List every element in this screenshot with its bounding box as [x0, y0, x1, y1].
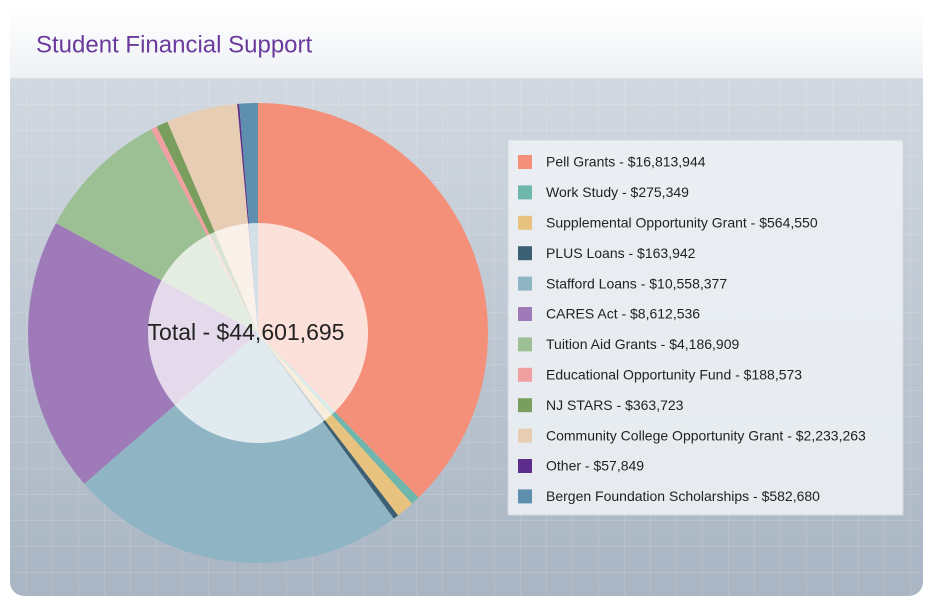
legend-label: Work Study - $275,349 [546, 184, 689, 200]
legend-label: Supplemental Opportunity Grant - $564,55… [546, 215, 818, 231]
pie-slice [28, 223, 259, 484]
legend-swatch [518, 337, 532, 352]
legend-swatch [518, 367, 532, 382]
legend-label: NJ STARS - $363,723 [546, 397, 684, 413]
legend-swatch [518, 185, 532, 200]
donut-center [148, 223, 368, 443]
chart-title: Student Financial Support [36, 31, 313, 58]
legend-label: Community College Opportunity Grant - $2… [546, 427, 866, 443]
legend-swatch [518, 307, 532, 321]
legend-label: Bergen Foundation Scholarships - $582,68… [546, 488, 820, 504]
pie-slice [258, 103, 488, 498]
legend-swatch [518, 215, 532, 230]
legend-swatch [518, 428, 532, 443]
pie-slice [84, 333, 394, 563]
legend-label: PLUS Loans - $163,942 [546, 245, 696, 261]
legend-label: Other - $57,849 [546, 458, 644, 474]
legend-swatch [518, 155, 532, 169]
legend-label: Tuition Aid Grants - $4,186,909 [546, 336, 739, 352]
legend-swatch [518, 398, 532, 413]
center-label: Total - $44,601,695 [148, 319, 345, 345]
legend-swatch [518, 459, 532, 473]
header [10, 8, 923, 78]
legend-label: Stafford Loans - $10,558,377 [546, 275, 727, 291]
legend-label: Pell Grants - $16,813,944 [546, 154, 706, 170]
legend-swatch [518, 246, 532, 261]
legend-swatch [518, 489, 532, 504]
legend [507, 139, 904, 516]
legend-label: CARES Act - $8,612,536 [546, 306, 700, 322]
legend-label: Educational Opportunity Fund - $188,573 [546, 367, 802, 383]
legend-items: Pell Grants - $16,813,944 Work Study - $2… [518, 154, 866, 504]
legend-swatch [518, 276, 532, 291]
